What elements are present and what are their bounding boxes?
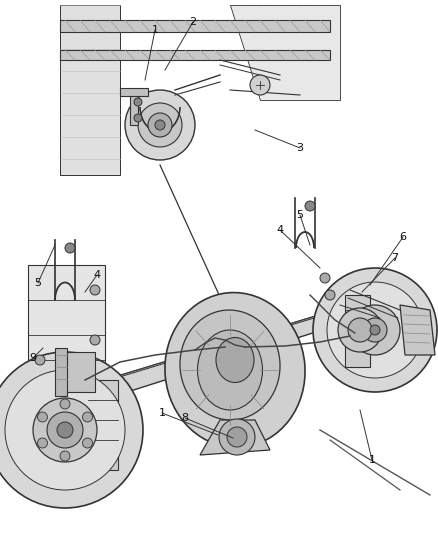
Circle shape — [338, 308, 382, 352]
Bar — [88, 380, 118, 470]
Bar — [60, 20, 330, 32]
Circle shape — [90, 285, 100, 295]
Bar — [60, 5, 120, 175]
Text: 4: 4 — [93, 270, 101, 280]
Circle shape — [35, 355, 45, 365]
Circle shape — [5, 370, 125, 490]
Circle shape — [320, 273, 330, 283]
Circle shape — [148, 113, 172, 137]
Polygon shape — [230, 5, 340, 100]
Circle shape — [134, 114, 142, 122]
Circle shape — [250, 75, 270, 95]
Circle shape — [370, 325, 380, 335]
Circle shape — [38, 412, 47, 422]
Circle shape — [57, 422, 73, 438]
Circle shape — [90, 335, 100, 345]
Ellipse shape — [216, 337, 254, 383]
Circle shape — [138, 103, 182, 147]
Circle shape — [350, 305, 400, 355]
Circle shape — [219, 419, 255, 455]
Text: 1: 1 — [159, 408, 166, 418]
Circle shape — [82, 438, 92, 448]
Circle shape — [0, 352, 143, 508]
Circle shape — [60, 451, 70, 461]
Bar — [130, 90, 138, 125]
Text: 4: 4 — [276, 225, 283, 235]
Bar — [60, 352, 95, 392]
Text: 9: 9 — [29, 353, 36, 363]
Circle shape — [363, 318, 387, 342]
Bar — [345, 295, 370, 367]
Circle shape — [305, 201, 315, 211]
Text: 5: 5 — [35, 278, 42, 288]
Circle shape — [313, 268, 437, 392]
Circle shape — [65, 243, 75, 253]
Polygon shape — [55, 295, 390, 395]
Circle shape — [125, 90, 195, 160]
Text: 8: 8 — [181, 413, 189, 423]
Circle shape — [38, 438, 47, 448]
Bar — [55, 348, 67, 396]
Circle shape — [227, 427, 247, 447]
Text: 7: 7 — [392, 253, 399, 263]
Circle shape — [348, 318, 372, 342]
Text: 2: 2 — [190, 17, 197, 27]
Ellipse shape — [165, 293, 305, 447]
Circle shape — [33, 398, 97, 462]
Text: 6: 6 — [399, 232, 406, 242]
Text: 3: 3 — [297, 143, 304, 153]
Ellipse shape — [198, 330, 262, 410]
Circle shape — [325, 290, 335, 300]
Circle shape — [47, 412, 83, 448]
Circle shape — [134, 98, 142, 106]
Polygon shape — [400, 305, 435, 355]
Circle shape — [327, 282, 423, 378]
Text: 5: 5 — [297, 210, 304, 220]
Circle shape — [60, 399, 70, 409]
Polygon shape — [55, 295, 385, 415]
Text: 1: 1 — [152, 25, 159, 35]
Polygon shape — [28, 265, 105, 380]
Circle shape — [82, 412, 92, 422]
Bar — [120, 88, 148, 96]
Bar — [60, 50, 330, 60]
Circle shape — [155, 120, 165, 130]
Text: 1: 1 — [368, 455, 375, 465]
Ellipse shape — [180, 310, 280, 420]
Polygon shape — [200, 420, 270, 455]
